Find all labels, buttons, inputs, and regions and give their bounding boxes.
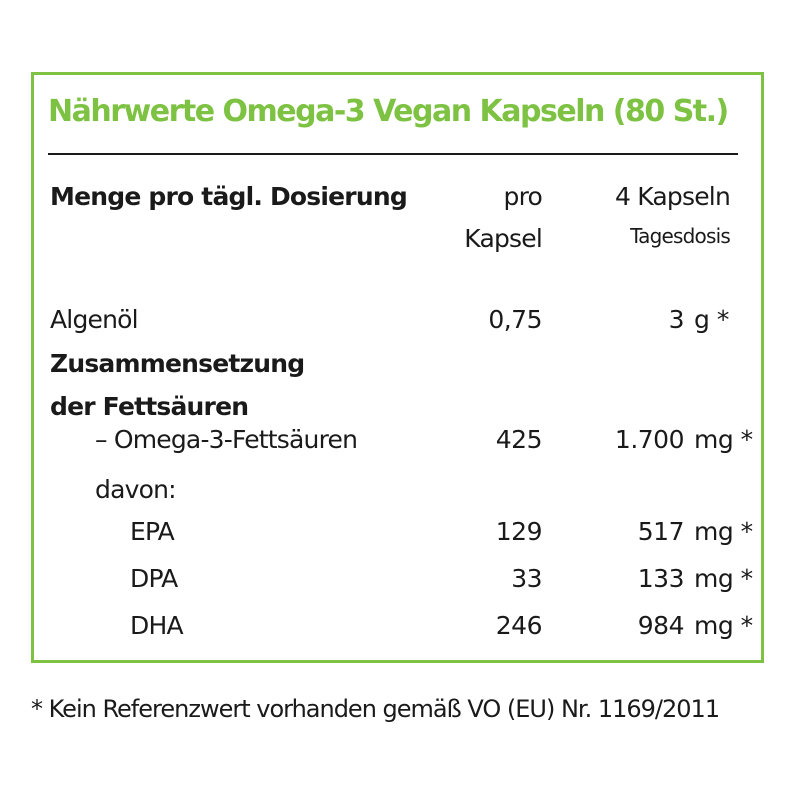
header-per-capsule-line2: Kapsel — [464, 224, 543, 253]
section-title-line2: der Fettsäuren — [50, 392, 249, 421]
row-per-day-algenoel: 3 — [668, 305, 685, 334]
row-label-dha: DHA — [130, 611, 184, 640]
header-per-capsule-line1: pro — [503, 182, 543, 211]
row-unit-omega3: mg * — [694, 425, 753, 454]
section-sub-label: davon: — [95, 475, 177, 504]
section-title-line1: Zusammensetzung — [50, 349, 305, 378]
row-per-capsule-dha: 246 — [495, 611, 543, 640]
row-label-algenoel: Algenöl — [50, 305, 139, 334]
header-per-day-line2: Tagesdosis — [630, 224, 731, 248]
row-label-omega3: – Omega-3-Fettsäuren — [95, 425, 358, 454]
row-unit-algenoel: g * — [694, 305, 729, 334]
row-per-day-dpa: 133 — [637, 564, 685, 593]
header-label: Menge pro tägl. Dosierung — [50, 182, 408, 211]
title-divider — [48, 153, 738, 155]
footnote: * Kein Referenzwert vorhanden gemäß VO (… — [31, 695, 720, 723]
panel-title: Nährwerte Omega-3 Vegan Kapseln (80 St.) — [48, 94, 729, 129]
header-per-day-line1: 4 Kapseln — [615, 182, 731, 211]
row-per-capsule-omega3: 425 — [495, 425, 543, 454]
row-label-dpa: DPA — [130, 564, 178, 593]
nutrition-panel — [31, 72, 764, 663]
row-unit-epa: mg * — [694, 517, 753, 546]
row-label-epa: EPA — [130, 517, 175, 546]
row-per-day-omega3: 1.700 — [614, 425, 685, 454]
row-per-capsule-epa: 129 — [495, 517, 543, 546]
row-unit-dpa: mg * — [694, 564, 753, 593]
row-per-day-epa: 517 — [637, 517, 685, 546]
row-per-day-dha: 984 — [637, 611, 685, 640]
row-unit-dha: mg * — [694, 611, 753, 640]
row-per-capsule-algenoel: 0,75 — [488, 305, 542, 334]
row-per-capsule-dpa: 33 — [511, 564, 542, 593]
